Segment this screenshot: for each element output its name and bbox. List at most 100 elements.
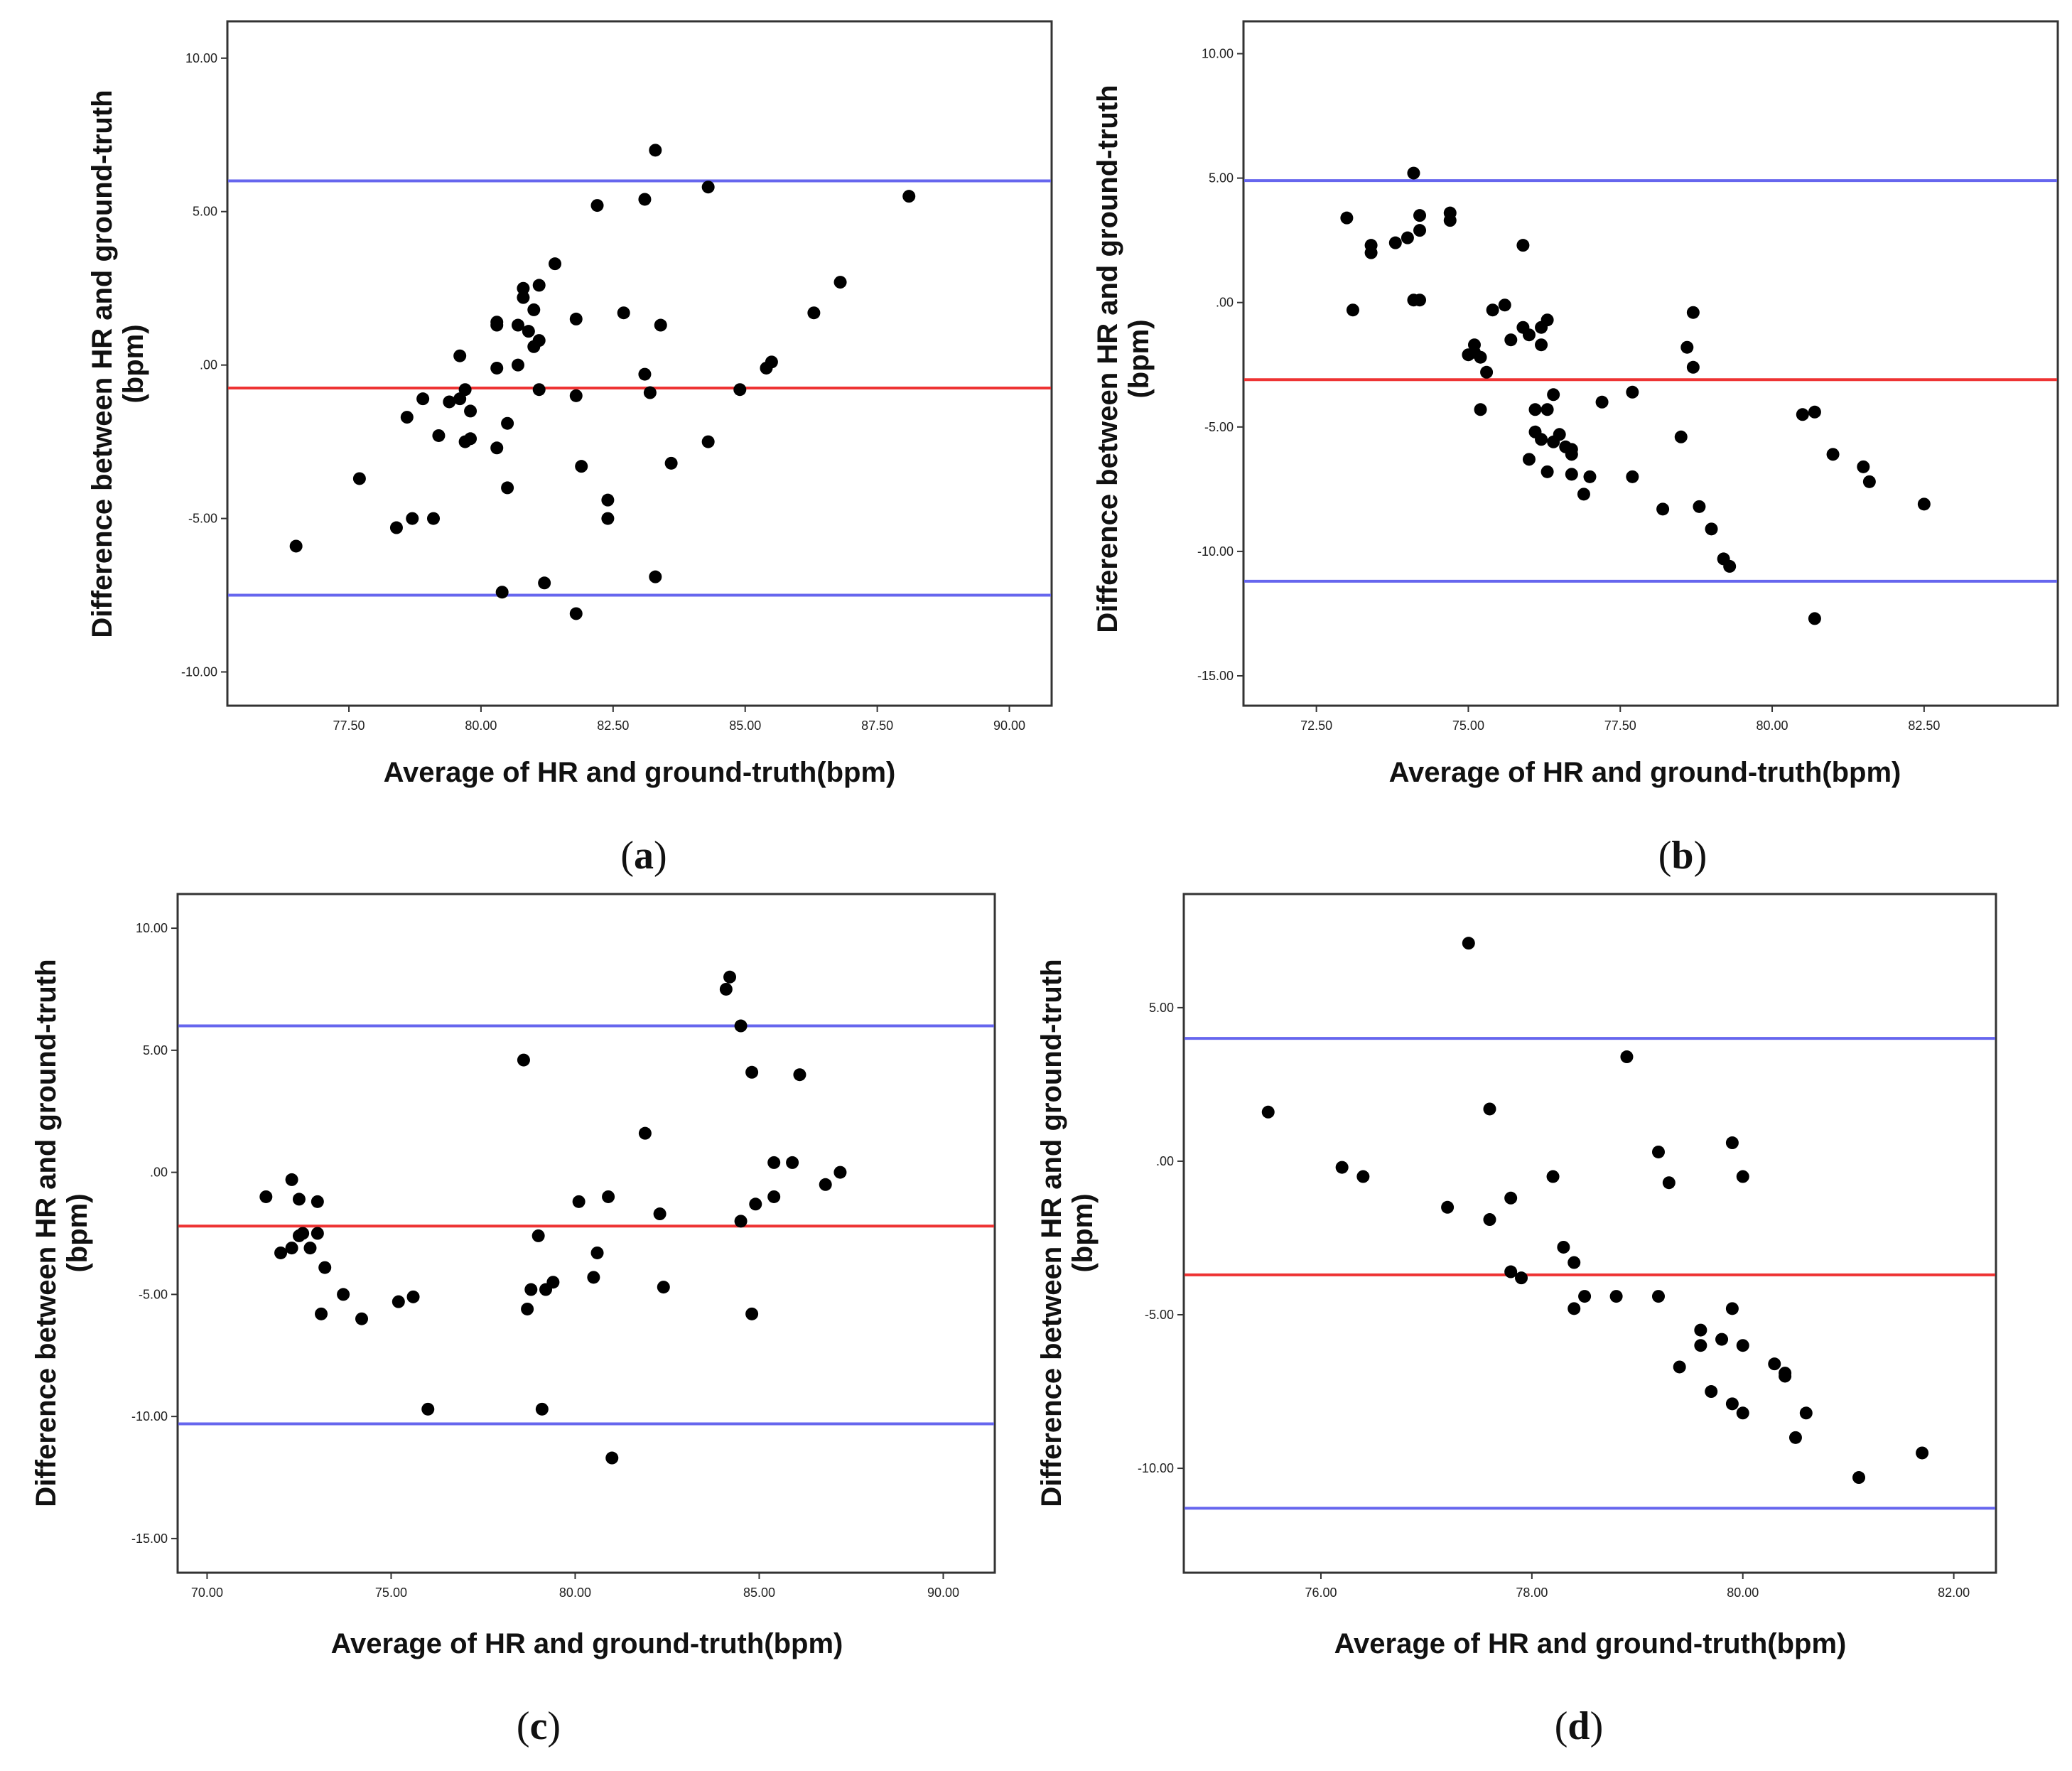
x-tick-label-c-3: 85.00 xyxy=(743,1586,775,1600)
data-point-b-57 xyxy=(1808,612,1821,625)
data-point-a-18 xyxy=(490,441,504,455)
data-point-c-13 xyxy=(355,1312,369,1325)
data-point-a-17 xyxy=(490,361,504,375)
data-point-c-40 xyxy=(767,1156,781,1169)
data-point-a-36 xyxy=(569,607,583,620)
data-point-b-33 xyxy=(1540,465,1554,478)
data-point-a-12 xyxy=(458,383,472,397)
data-point-b-45 xyxy=(1626,470,1639,483)
data-point-b-32 xyxy=(1540,403,1554,416)
data-point-c-37 xyxy=(745,1065,759,1079)
panel-d: 5.00 .00 -5.00 -10.00 76.00 78.00 80.00 82.00 A… xyxy=(1036,893,1997,1748)
data-point-a-25 xyxy=(517,291,530,304)
data-point-d-1 xyxy=(1335,1161,1349,1174)
data-point-a-29 xyxy=(532,279,546,292)
data-point-c-18 xyxy=(521,1302,534,1315)
data-point-a-32 xyxy=(538,576,551,590)
data-point-b-20 xyxy=(1498,298,1511,312)
data-point-d-30 xyxy=(1736,1406,1749,1420)
data-point-c-21 xyxy=(535,1402,549,1416)
data-point-a-35 xyxy=(569,389,583,402)
data-point-d-3 xyxy=(1441,1200,1455,1214)
x-tick-label-c-4: 90.00 xyxy=(927,1586,959,1600)
data-point-a-23 xyxy=(511,358,524,372)
data-point-a-1 xyxy=(352,472,366,485)
x-tick-label-c-2: 80.00 xyxy=(559,1586,591,1600)
data-point-d-31 xyxy=(1768,1357,1781,1371)
data-point-b-16 xyxy=(1474,350,1487,364)
data-point-a-21 xyxy=(501,481,514,495)
data-point-d-11 xyxy=(1557,1240,1570,1254)
y-tick-label-b-1: 5.00 xyxy=(1209,171,1234,185)
data-point-a-0 xyxy=(289,539,303,553)
data-point-a-4 xyxy=(406,512,419,525)
data-point-a-9 xyxy=(453,349,467,362)
data-point-d-29 xyxy=(1736,1170,1749,1183)
data-point-b-44 xyxy=(1626,385,1639,399)
plot-frame-d xyxy=(1182,893,1997,1574)
x-tick-label-a-0: 77.50 xyxy=(333,718,365,733)
x-axis-label-a: Average of HR and ground-truth(bpm) xyxy=(384,757,896,788)
data-point-b-18 xyxy=(1480,365,1494,379)
data-point-c-42 xyxy=(793,1068,806,1082)
data-point-c-14 xyxy=(392,1295,405,1308)
plot-content-a: 10.00 5.00 .00 -5.00 -10.00 77.50 80.00 82.50 85… xyxy=(181,51,1051,733)
data-point-d-7 xyxy=(1504,1191,1518,1205)
data-point-c-0 xyxy=(259,1190,273,1203)
y-tick-label-b-5: -15.00 xyxy=(1197,669,1234,683)
y-tick-label-a-3: -5.00 xyxy=(188,512,217,526)
data-point-c-30 xyxy=(653,1207,667,1221)
y-axis-label-d-line2: (bpm) xyxy=(1067,1193,1099,1272)
data-point-c-32 xyxy=(719,982,733,996)
data-point-c-44 xyxy=(833,1166,847,1179)
data-point-d-18 xyxy=(1651,1145,1665,1158)
x-tick-label-d-1: 78.00 xyxy=(1516,1586,1548,1600)
data-point-a-55 xyxy=(833,276,847,289)
panel-a: 10.00 5.00 .00 -5.00 -10.00 77.50 80.00 82.50 85… xyxy=(87,20,1053,878)
data-point-a-38 xyxy=(590,199,604,212)
panel-label-a: (a) xyxy=(620,834,667,878)
data-point-c-29 xyxy=(638,1126,652,1140)
x-tick-label-c-0: 70.00 xyxy=(191,1586,223,1600)
data-point-c-7 xyxy=(303,1242,317,1255)
x-tick-label-b-1: 75.00 xyxy=(1452,718,1484,733)
data-point-b-61 xyxy=(1917,497,1931,511)
data-point-b-9 xyxy=(1413,224,1427,237)
plot-content-d: 5.00 .00 -5.00 -10.00 76.00 78.00 80.00 82.00 xyxy=(1138,937,1995,1600)
data-point-c-19 xyxy=(524,1283,538,1296)
data-point-a-7 xyxy=(432,429,446,442)
data-point-d-2 xyxy=(1356,1170,1370,1183)
data-point-a-2 xyxy=(389,521,403,534)
data-point-c-9 xyxy=(311,1227,324,1240)
data-point-b-52 xyxy=(1705,522,1718,536)
data-point-a-19 xyxy=(495,586,509,599)
y-axis-label-b-line1: Difference between HR and ground-truth xyxy=(1092,85,1123,632)
data-point-a-16 xyxy=(490,316,504,329)
data-point-b-5 xyxy=(1401,231,1414,244)
data-point-a-47 xyxy=(654,318,667,332)
x-axis-label-b: Average of HR and ground-truth(bpm) xyxy=(1389,757,1901,788)
data-point-a-41 xyxy=(617,306,630,320)
data-point-d-5 xyxy=(1483,1213,1496,1227)
data-point-d-12 xyxy=(1568,1256,1581,1269)
data-point-c-15 xyxy=(406,1290,420,1303)
data-point-b-10 xyxy=(1413,294,1427,307)
plot-frame-b xyxy=(1242,20,2059,707)
x-tick-label-a-1: 80.00 xyxy=(465,718,497,733)
data-point-d-27 xyxy=(1725,1302,1739,1315)
data-point-d-6 xyxy=(1483,1102,1496,1116)
x-tick-label-c-1: 75.00 xyxy=(375,1586,407,1600)
data-point-a-22 xyxy=(511,318,524,332)
y-axis-label-b-line2: (bpm) xyxy=(1123,319,1155,398)
y-tick-label-d-3: -10.00 xyxy=(1138,1461,1174,1475)
data-point-b-39 xyxy=(1565,443,1578,456)
x-tick-label-a-4: 87.50 xyxy=(861,718,893,733)
plot-frame-a xyxy=(226,20,1053,707)
data-point-b-34 xyxy=(1547,388,1560,402)
data-point-a-43 xyxy=(638,193,652,206)
data-point-a-39 xyxy=(601,493,615,507)
y-tick-label-c-3: -5.00 xyxy=(139,1287,168,1301)
data-point-b-40 xyxy=(1565,468,1578,481)
data-point-c-23 xyxy=(546,1276,560,1289)
y-tick-label-a-2: .00 xyxy=(200,358,217,372)
